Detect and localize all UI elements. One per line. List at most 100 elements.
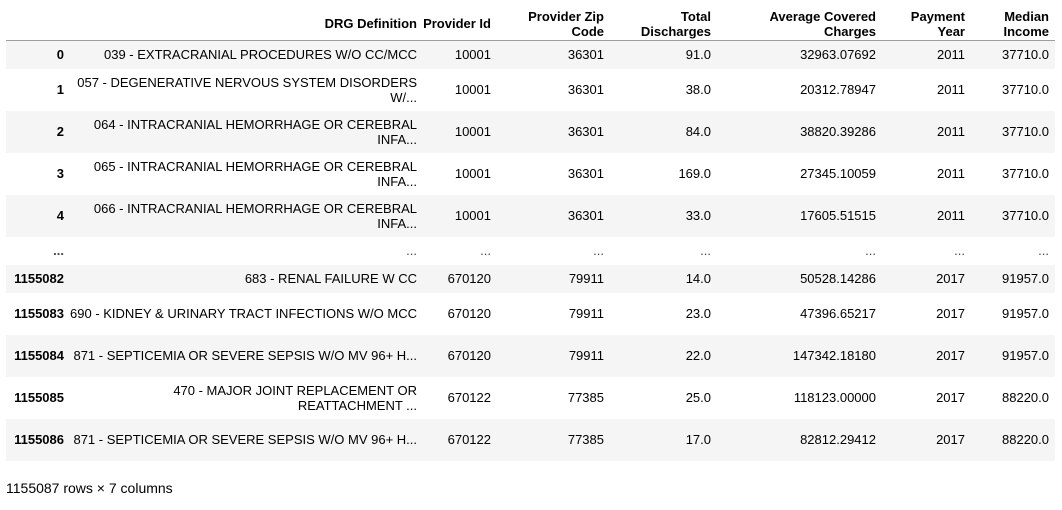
col-avg-covered-charges: Average Covered Charges	[717, 7, 882, 41]
avg-covered-charges-cell: 82812.29412	[800, 432, 876, 447]
row-index: 1155086	[14, 432, 64, 447]
total-discharges-cell: 14.0	[685, 271, 711, 286]
table-row: 1155083 690 - KIDNEY & URINARY TRACT INFE…	[6, 292, 1055, 335]
drg-definition-cell: ...	[406, 243, 417, 258]
table-row: 1155086 871 - SEPTICEMIA OR SEVERE SEPSIS…	[6, 418, 1055, 461]
provider-zip-cell: 79911	[568, 271, 604, 286]
provider-zip-cell: 36301	[567, 208, 604, 223]
total-discharges-cell: ...	[700, 243, 711, 258]
payment-year-cell: 2017	[936, 432, 965, 447]
provider-id-cell: 670120	[447, 306, 491, 321]
payment-year-cell: 2017	[936, 306, 965, 321]
drg-definition-cell: 683 - RENAL FAILURE W CC	[244, 271, 417, 286]
median-income-cell: 88220.0	[1002, 432, 1049, 447]
avg-covered-charges-cell: 32963.07692	[800, 47, 876, 63]
provider-id-cell: 10001	[454, 124, 491, 139]
avg-covered-charges-cell: 118123.00000	[793, 390, 876, 405]
index-header	[6, 7, 70, 41]
provider-id-cell: ...	[480, 243, 491, 258]
row-index: 1155085	[14, 390, 64, 405]
provider-id-cell: 10001	[454, 82, 491, 97]
provider-zip-cell: ...	[593, 243, 604, 258]
table-row: 1155082 683 - RENAL FAILURE W CC 670120 799…	[6, 264, 1055, 293]
total-discharges-cell: 84.0	[685, 124, 711, 139]
provider-id-cell: 670122	[447, 390, 491, 405]
ellipsis-row: ........................	[6, 236, 1055, 265]
row-index: 4	[56, 208, 64, 223]
col-payment-year: Payment Year	[882, 7, 971, 41]
provider-zip-cell: 79911	[568, 348, 604, 363]
avg-covered-charges-cell: 47396.65217	[800, 306, 876, 321]
avg-covered-charges-cell: 50528.14286	[800, 271, 876, 286]
median-income-cell: 91957.0	[1002, 271, 1049, 286]
provider-id-cell: 670120	[447, 271, 491, 286]
provider-id-cell: 10001	[454, 47, 491, 63]
payment-year-cell: 2011	[937, 208, 965, 223]
dataframe-output: DRG Definition Provider Id Provider Zip Co…	[6, 7, 1055, 496]
col-provider-id: Provider Id	[423, 7, 497, 41]
payment-year-cell: 2017	[936, 271, 965, 286]
table-row: 3 065 - INTRACRANIAL HEMORRHAGE OR CEREBR…	[6, 152, 1055, 195]
drg-definition-cell: 066 - INTRACRANIAL HEMORRHAGE OR CEREBRA…	[93, 200, 417, 231]
avg-covered-charges-cell: 20312.78947	[800, 82, 876, 97]
row-index: 3	[56, 166, 64, 181]
drg-definition-cell: 871 - SEPTICEMIA OR SEVERE SEPSIS W/O MV…	[73, 348, 417, 363]
row-index: 0	[56, 47, 64, 63]
drg-definition-cell: 064 - INTRACRANIAL HEMORRHAGE OR CEREBRA…	[93, 116, 417, 147]
table-body: 0 039 - EXTRACRANIAL PROCEDURES W/O CC/MC…	[6, 40, 1055, 461]
drg-definition-cell: 039 - EXTRACRANIAL PROCEDURES W/O CC/MCC	[103, 47, 417, 63]
median-income-cell: 37710.0	[1002, 47, 1049, 63]
provider-id-cell: 10001	[454, 208, 491, 223]
row-index: ...	[53, 243, 64, 258]
row-index: 1155082	[14, 271, 64, 286]
drg-definition-cell: 871 - SEPTICEMIA OR SEVERE SEPSIS W/O MV…	[73, 432, 417, 447]
payment-year-cell: 2017	[936, 348, 965, 363]
median-income-cell: 91957.0	[1002, 348, 1049, 363]
table-row: 0 039 - EXTRACRANIAL PROCEDURES W/O CC/MC…	[6, 40, 1055, 69]
drg-definition-cell: 057 - DEGENERATIVE NERVOUS SYSTEM DISORD…	[77, 74, 417, 105]
median-income-cell: 88220.0	[1002, 390, 1049, 405]
avg-covered-charges-cell: 17605.51515	[800, 208, 876, 223]
table-row: 1155085 470 - MAJOR JOINT REPLACEMENT OR …	[6, 376, 1055, 419]
median-income-cell: 91957.0	[1002, 306, 1049, 321]
total-discharges-cell: 22.0	[685, 348, 711, 363]
median-income-cell: 37710.0	[1002, 82, 1049, 97]
payment-year-cell: 2011	[937, 166, 965, 181]
provider-zip-cell: 36301	[567, 166, 604, 181]
payment-year-cell: 2011	[937, 47, 965, 63]
median-income-cell: ...	[1038, 243, 1049, 258]
avg-covered-charges-cell: 147342.18180	[792, 348, 876, 363]
table-shape-summary: 1155087 rows × 7 columns	[6, 479, 173, 496]
provider-id-cell: 670122	[447, 432, 491, 447]
col-total-discharges: Total Discharges	[610, 7, 717, 41]
avg-covered-charges-cell: 27345.10059	[800, 166, 876, 181]
provider-id-cell: 10001	[454, 166, 491, 181]
drg-definition-cell: 690 - KIDNEY & URINARY TRACT INFECTIONS …	[70, 306, 417, 321]
col-provider-zip: Provider Zip Code	[497, 7, 610, 41]
row-index: 2	[56, 124, 64, 139]
payment-year-cell: 2011	[937, 124, 965, 139]
total-discharges-cell: 169.0	[678, 166, 711, 181]
col-drg-definition: DRG Definition	[70, 7, 423, 41]
provider-zip-cell: 36301	[567, 47, 604, 63]
drg-definition-cell: 470 - MAJOR JOINT REPLACEMENT OR REATTAC…	[173, 382, 417, 413]
table-row: 1 057 - DEGENERATIVE NERVOUS SYSTEM DISOR…	[6, 68, 1055, 111]
provider-zip-cell: 77385	[567, 432, 604, 447]
provider-zip-cell: 77385	[567, 390, 604, 405]
total-discharges-cell: 25.0	[685, 390, 711, 405]
provider-zip-cell: 36301	[567, 124, 604, 139]
table-header: DRG Definition Provider Id Provider Zip Co…	[6, 7, 1055, 41]
row-index: 1155084	[14, 348, 64, 363]
payment-year-cell: 2017	[936, 390, 965, 405]
header-row: DRG Definition Provider Id Provider Zip Co…	[6, 7, 1055, 41]
drg-definition-cell: 065 - INTRACRANIAL HEMORRHAGE OR CEREBRA…	[93, 158, 417, 189]
row-index: 1155083	[14, 306, 64, 321]
payment-year-cell: ...	[954, 243, 965, 258]
row-index: 1	[56, 82, 64, 97]
table-row: 1155084 871 - SEPTICEMIA OR SEVERE SEPSIS…	[6, 334, 1055, 377]
median-income-cell: 37710.0	[1002, 124, 1049, 139]
col-median-income: Median Income	[971, 7, 1055, 41]
provider-zip-cell: 36301	[567, 82, 604, 97]
table-row: 2 064 - INTRACRANIAL HEMORRHAGE OR CEREBR…	[6, 110, 1055, 153]
dataframe-table: DRG Definition Provider Id Provider Zip Co…	[6, 7, 1055, 461]
